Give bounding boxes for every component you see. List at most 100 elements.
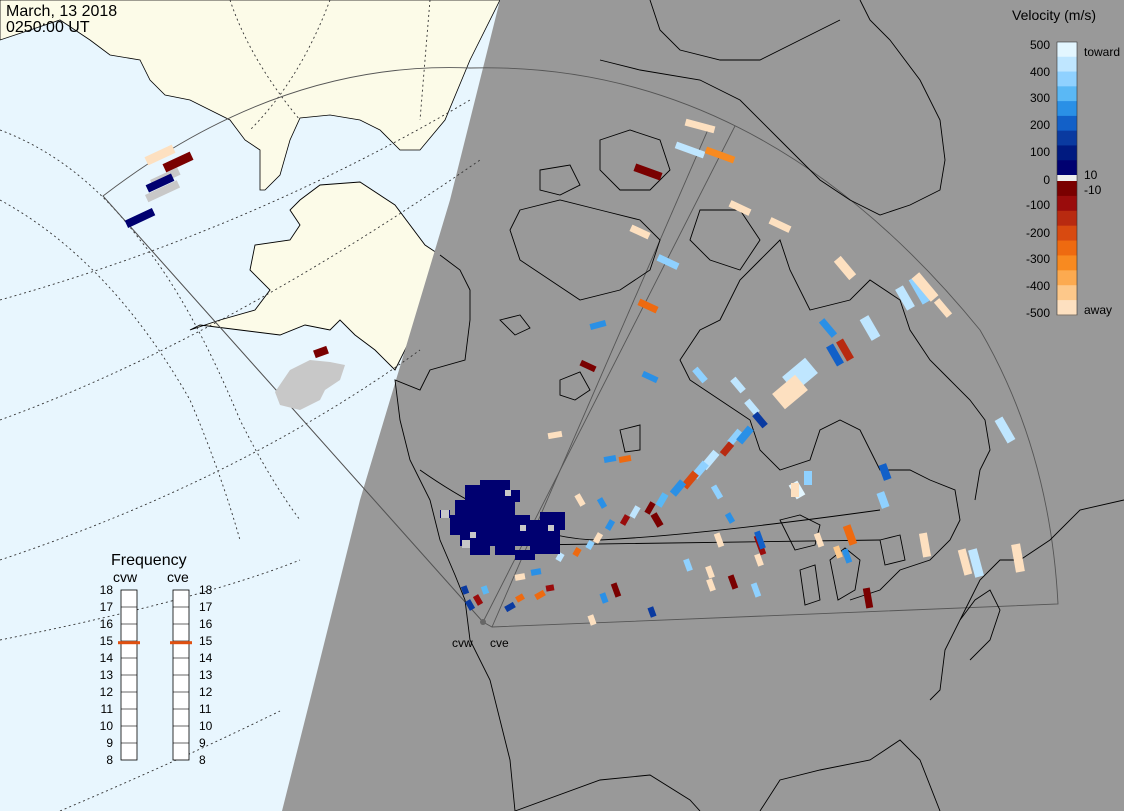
velocity-cell — [641, 370, 659, 384]
velocity-tick-label: -300 — [1026, 252, 1050, 266]
velocity-cell — [545, 584, 555, 592]
velocity-cell — [162, 151, 194, 173]
velocity-cell — [833, 545, 843, 559]
velocity-cell — [585, 540, 595, 550]
velocity-cell — [908, 275, 932, 305]
frequency-bars: 18 17 16 15 14 13 12 11 10 9 8 18 17 16 15 14 13 12 11 10 9 8 — [100, 583, 213, 767]
velocity-legend: Velocity (m/s) 500400300200100100-10-100… — [1012, 7, 1120, 320]
velocity-cell — [587, 614, 597, 626]
velocity-cell — [804, 471, 812, 485]
colorbar-segment-away — [1057, 255, 1077, 271]
colorbar-segment-zero — [1057, 175, 1077, 181]
velocity-cell-cluster — [515, 550, 535, 560]
radar-site-cvw-marker — [480, 619, 486, 625]
frequency-tick-label: 16 — [199, 617, 213, 631]
velocity-cell — [933, 298, 953, 318]
velocity-cell — [656, 254, 680, 270]
velocity-cell — [768, 217, 792, 233]
colorbar-segment-toward — [1057, 145, 1077, 161]
velocity-cell-cluster — [530, 540, 560, 554]
velocity-cell — [603, 455, 617, 463]
siberia-land — [0, 0, 501, 191]
frequency-legend-title: Frequency — [111, 552, 187, 569]
colorbar-segment-toward — [1057, 86, 1077, 102]
velocity-cell — [637, 298, 659, 314]
velocity-cell — [878, 463, 892, 481]
velocity-cell — [313, 345, 329, 359]
frequency-tick-label: 15 — [199, 634, 213, 648]
velocity-cell-cluster — [460, 530, 530, 546]
velocity-cell — [727, 574, 739, 590]
velocity-colorbar — [1057, 42, 1077, 316]
velocity-cell — [750, 582, 762, 598]
colorbar-segment-toward — [1057, 42, 1077, 58]
velocity-cell — [833, 255, 857, 281]
velocity-cell — [514, 573, 526, 581]
velocity-cell — [1011, 543, 1025, 573]
map-grid — [0, 0, 481, 811]
ground-scatter-cell — [520, 525, 526, 531]
date-label: March, 13 2018 — [6, 3, 117, 20]
velocity-cell — [547, 430, 563, 440]
frequency-tick-label: 8 — [199, 753, 206, 767]
velocity-cell — [650, 512, 664, 528]
velocity-cell — [629, 505, 641, 519]
velocity-tick-label: -200 — [1026, 226, 1050, 240]
velocity-tick-label: 500 — [1030, 38, 1050, 52]
velocity-colorbar-frame — [1056, 41, 1078, 316]
colorbar-segment-toward — [1057, 130, 1077, 146]
velocity-cell — [744, 398, 760, 416]
velocity-cell — [842, 524, 858, 546]
ground-scatter-cell — [470, 532, 476, 538]
colorbar-segment-toward — [1057, 115, 1077, 132]
velocity-cell — [480, 585, 490, 595]
velocity-cell — [826, 343, 844, 367]
velocity-tick-label: 0 — [1043, 173, 1050, 187]
ground-scatter-cell — [441, 510, 449, 518]
frequency-tick-label: 13 — [100, 668, 114, 682]
velocity-away-label: away — [1084, 303, 1112, 317]
velocity-cell — [618, 455, 632, 463]
velocity-cell — [772, 374, 808, 410]
frequency-tick-label: 9 — [106, 736, 113, 750]
velocity-cell — [859, 315, 881, 341]
velocity-legend-title: Velocity (m/s) — [1012, 7, 1096, 23]
colorbar-segment-away — [1057, 240, 1077, 256]
frequency-tick-label: 12 — [199, 685, 213, 699]
frequency-tick-label: 12 — [100, 685, 114, 699]
velocity-tick-label: -500 — [1026, 306, 1050, 320]
velocity-cell — [604, 519, 616, 531]
velocity-cell — [644, 501, 656, 515]
velocity-cell — [515, 593, 525, 603]
velocity-tick-label: 400 — [1030, 65, 1050, 79]
velocity-cell — [633, 163, 663, 181]
velocity-tick-label: 200 — [1030, 118, 1050, 132]
velocity-cell-cluster — [495, 545, 515, 555]
colorbar-segment-toward — [1057, 160, 1077, 176]
velocity-cell — [862, 587, 874, 609]
frequency-tick-label: 14 — [199, 651, 213, 665]
velocity-tick-label: -100 — [1026, 198, 1050, 212]
velocity-cell — [895, 285, 915, 311]
velocity-cell — [599, 592, 609, 604]
velocity-cell — [596, 497, 608, 509]
velocity-cell — [836, 338, 854, 362]
velocity-cell — [754, 553, 764, 567]
velocity-cell — [619, 514, 631, 526]
ground-scatter-cell — [548, 525, 554, 531]
velocity-cell — [504, 601, 516, 613]
velocity-tick-label: -10 — [1084, 183, 1102, 197]
velocity-cell — [629, 224, 651, 240]
velocity-cell — [719, 441, 735, 457]
frequency-tick-label: 18 — [100, 583, 114, 597]
velocity-tick-label: -400 — [1026, 279, 1050, 293]
velocity-cell-cluster — [480, 480, 510, 492]
velocity-cell — [876, 491, 890, 509]
velocity-toward-label: toward — [1084, 45, 1120, 59]
frequency-indicator-cvw — [118, 641, 140, 645]
colorbar-segment-away — [1057, 300, 1077, 316]
frequency-tick-label: 13 — [199, 668, 213, 682]
frequency-radar-cvw-label: cvw — [113, 569, 138, 585]
velocity-cell — [818, 318, 838, 338]
velocity-cell — [592, 532, 604, 544]
